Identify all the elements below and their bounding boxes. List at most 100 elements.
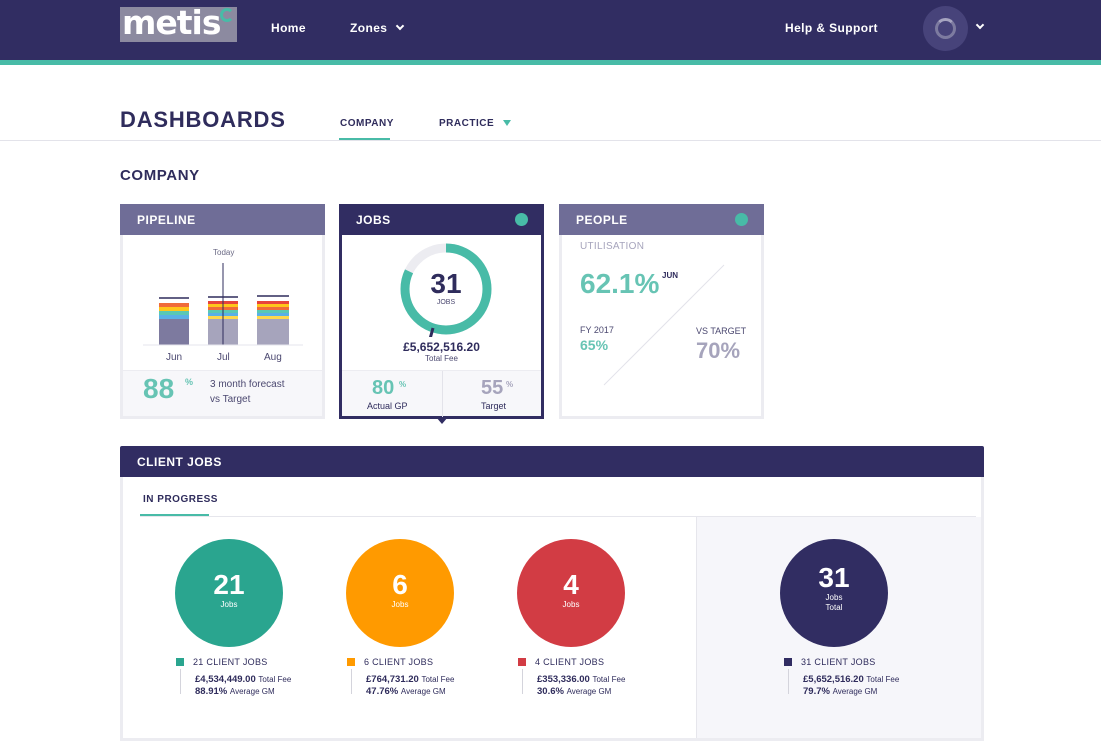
group-count: 6 (392, 569, 408, 600)
total-fee-label: Total Fee (866, 675, 900, 684)
group-fee-label: Total Fee (421, 675, 455, 684)
nav-help-support[interactable]: Help & Support (785, 21, 878, 35)
jobs-donut (400, 243, 492, 337)
pipeline-card[interactable]: PIPELINE Today Jun Jul Aug 88 % (120, 204, 325, 419)
group-gm: 30.6% (537, 686, 564, 697)
jobs-count: 31 (430, 268, 462, 299)
legend-line (522, 669, 523, 694)
group-legend: 6 CLIENT JOBS (364, 657, 434, 667)
people-status-dot (735, 213, 748, 226)
legend-swatch (347, 658, 355, 666)
user-avatar[interactable] (923, 6, 968, 51)
vs-target-value: 70% (696, 338, 741, 363)
utilisation-month: JUN (662, 271, 679, 280)
group-fee: £4,534,449.00 (195, 674, 256, 685)
nav-zones[interactable]: Zones (350, 21, 405, 35)
group-circle-red[interactable]: 4 Jobs (517, 539, 625, 647)
tab-practice[interactable]: PRACTICE (439, 118, 512, 129)
jobs-status-dot (515, 213, 528, 226)
total-gm-row: 79.7% Average GM (803, 686, 877, 697)
total-count: 31 (818, 562, 850, 593)
total-gm-label: Average GM (832, 687, 878, 696)
tab-company-underline (339, 138, 390, 141)
jobs-gp-panel: 80 % Actual GP 55 % Target (342, 370, 541, 417)
metis-logo[interactable]: metis (120, 3, 237, 42)
month-aug: Aug (264, 352, 282, 363)
utilisation-value: 62.1% (580, 268, 660, 299)
group-count: 21 (213, 569, 245, 600)
group-gm-label: Average GM (566, 687, 612, 696)
utilisation-label: UTILISATION (580, 241, 645, 252)
today-label: Today (213, 248, 235, 257)
total-legend: 31 CLIENT JOBS (801, 657, 876, 667)
total-fee-row: £5,652,516.20 Total Fee (803, 674, 899, 685)
people-diagonal (603, 264, 725, 386)
vs-target-label: VS TARGET (696, 326, 747, 336)
jobs-card[interactable]: JOBS 31 JOBS £5,652,516.20 Total Fee 80 … (339, 204, 544, 419)
forecast-text-1: 3 month forecast (210, 379, 285, 390)
group-gm-label: Average GM (400, 687, 446, 696)
jobs-count-label: JOBS (436, 299, 456, 306)
header-divider (0, 140, 1101, 141)
jobs-total-fee: £5,652,516.20 (403, 340, 480, 354)
group-sub: Jobs (220, 600, 238, 609)
tab-in-progress-underline (140, 514, 209, 517)
group-gm: 88.91% (195, 686, 228, 697)
group-fee-row: £353,336.00 Total Fee (537, 674, 625, 685)
people-card[interactable]: PEOPLE UTILISATION 62.1% JUN FY 2017 65%… (559, 204, 764, 419)
group-legend: 21 CLIENT JOBS (193, 657, 268, 667)
chevron-down-icon (396, 21, 405, 31)
actual-gp-value: 80 (372, 377, 395, 399)
active-card-pointer-icon (436, 417, 448, 424)
gp-divider (442, 371, 443, 417)
fy-value: 65% (580, 337, 609, 353)
avatar-loading-icon (935, 18, 956, 39)
fy-label: FY 2017 (580, 325, 614, 335)
nav-accent-stripe (0, 60, 1101, 65)
group-fee-label: Total Fee (592, 675, 626, 684)
pipeline-forecast: 88 % 3 month forecast vs Target (123, 370, 322, 416)
legend-swatch (784, 658, 792, 666)
tab-practice-label: PRACTICE (439, 118, 495, 129)
group-fee-row: £4,534,449.00 Total Fee (195, 674, 291, 685)
nav-zones-label: Zones (350, 21, 388, 35)
group-sub: Jobs (562, 600, 580, 609)
target-value: 55 (481, 377, 504, 399)
jobs-card-title: JOBS (339, 204, 544, 235)
group-gm-row: 30.6% Average GM (537, 686, 611, 697)
total-fee: £5,652,516.20 (803, 674, 864, 685)
group-legend: 4 CLIENT JOBS (535, 657, 605, 667)
group-gm-row: 47.76% Average GM (366, 686, 446, 697)
dropdown-arrow-icon (503, 120, 512, 126)
legend-line (788, 669, 789, 694)
total-gm: 79.7% (803, 686, 830, 697)
group-sub: Jobs (391, 600, 409, 609)
nav-home[interactable]: Home (271, 21, 306, 35)
logo-text: metis (122, 3, 221, 42)
tab-company[interactable]: COMPANY (340, 118, 394, 129)
legend-swatch (176, 658, 184, 666)
group-circle-green[interactable]: 21 Jobs (175, 539, 283, 647)
group-gm-label: Average GM (229, 687, 275, 696)
forecast-value: 88 (143, 373, 175, 404)
section-title: COMPANY (120, 167, 200, 184)
month-jul: Jul (217, 352, 230, 363)
group-gm: 47.76% (366, 686, 399, 697)
group-fee: £353,336.00 (537, 674, 590, 685)
actual-gp-label: Actual GP (367, 401, 408, 411)
group-fee-label: Total Fee (258, 675, 292, 684)
total-circle[interactable]: 31 Jobs Total (780, 539, 888, 647)
pipeline-card-title: PIPELINE (120, 204, 325, 235)
legend-line (351, 669, 352, 694)
group-circle-orange[interactable]: 6 Jobs (346, 539, 454, 647)
actual-gp-unit: % (399, 380, 407, 389)
client-jobs-title: CLIENT JOBS (120, 446, 984, 477)
total-sub-1: Jobs (825, 593, 843, 602)
legend-swatch (518, 658, 526, 666)
people-card-title: PEOPLE (559, 204, 764, 235)
jobs-total-fee-label: Total Fee (425, 354, 458, 363)
client-jobs-tab-divider (140, 516, 976, 517)
tab-in-progress[interactable]: IN PROGRESS (143, 494, 218, 505)
page-title: DASHBOARDS (120, 107, 286, 132)
logo-mark-icon (220, 8, 234, 22)
